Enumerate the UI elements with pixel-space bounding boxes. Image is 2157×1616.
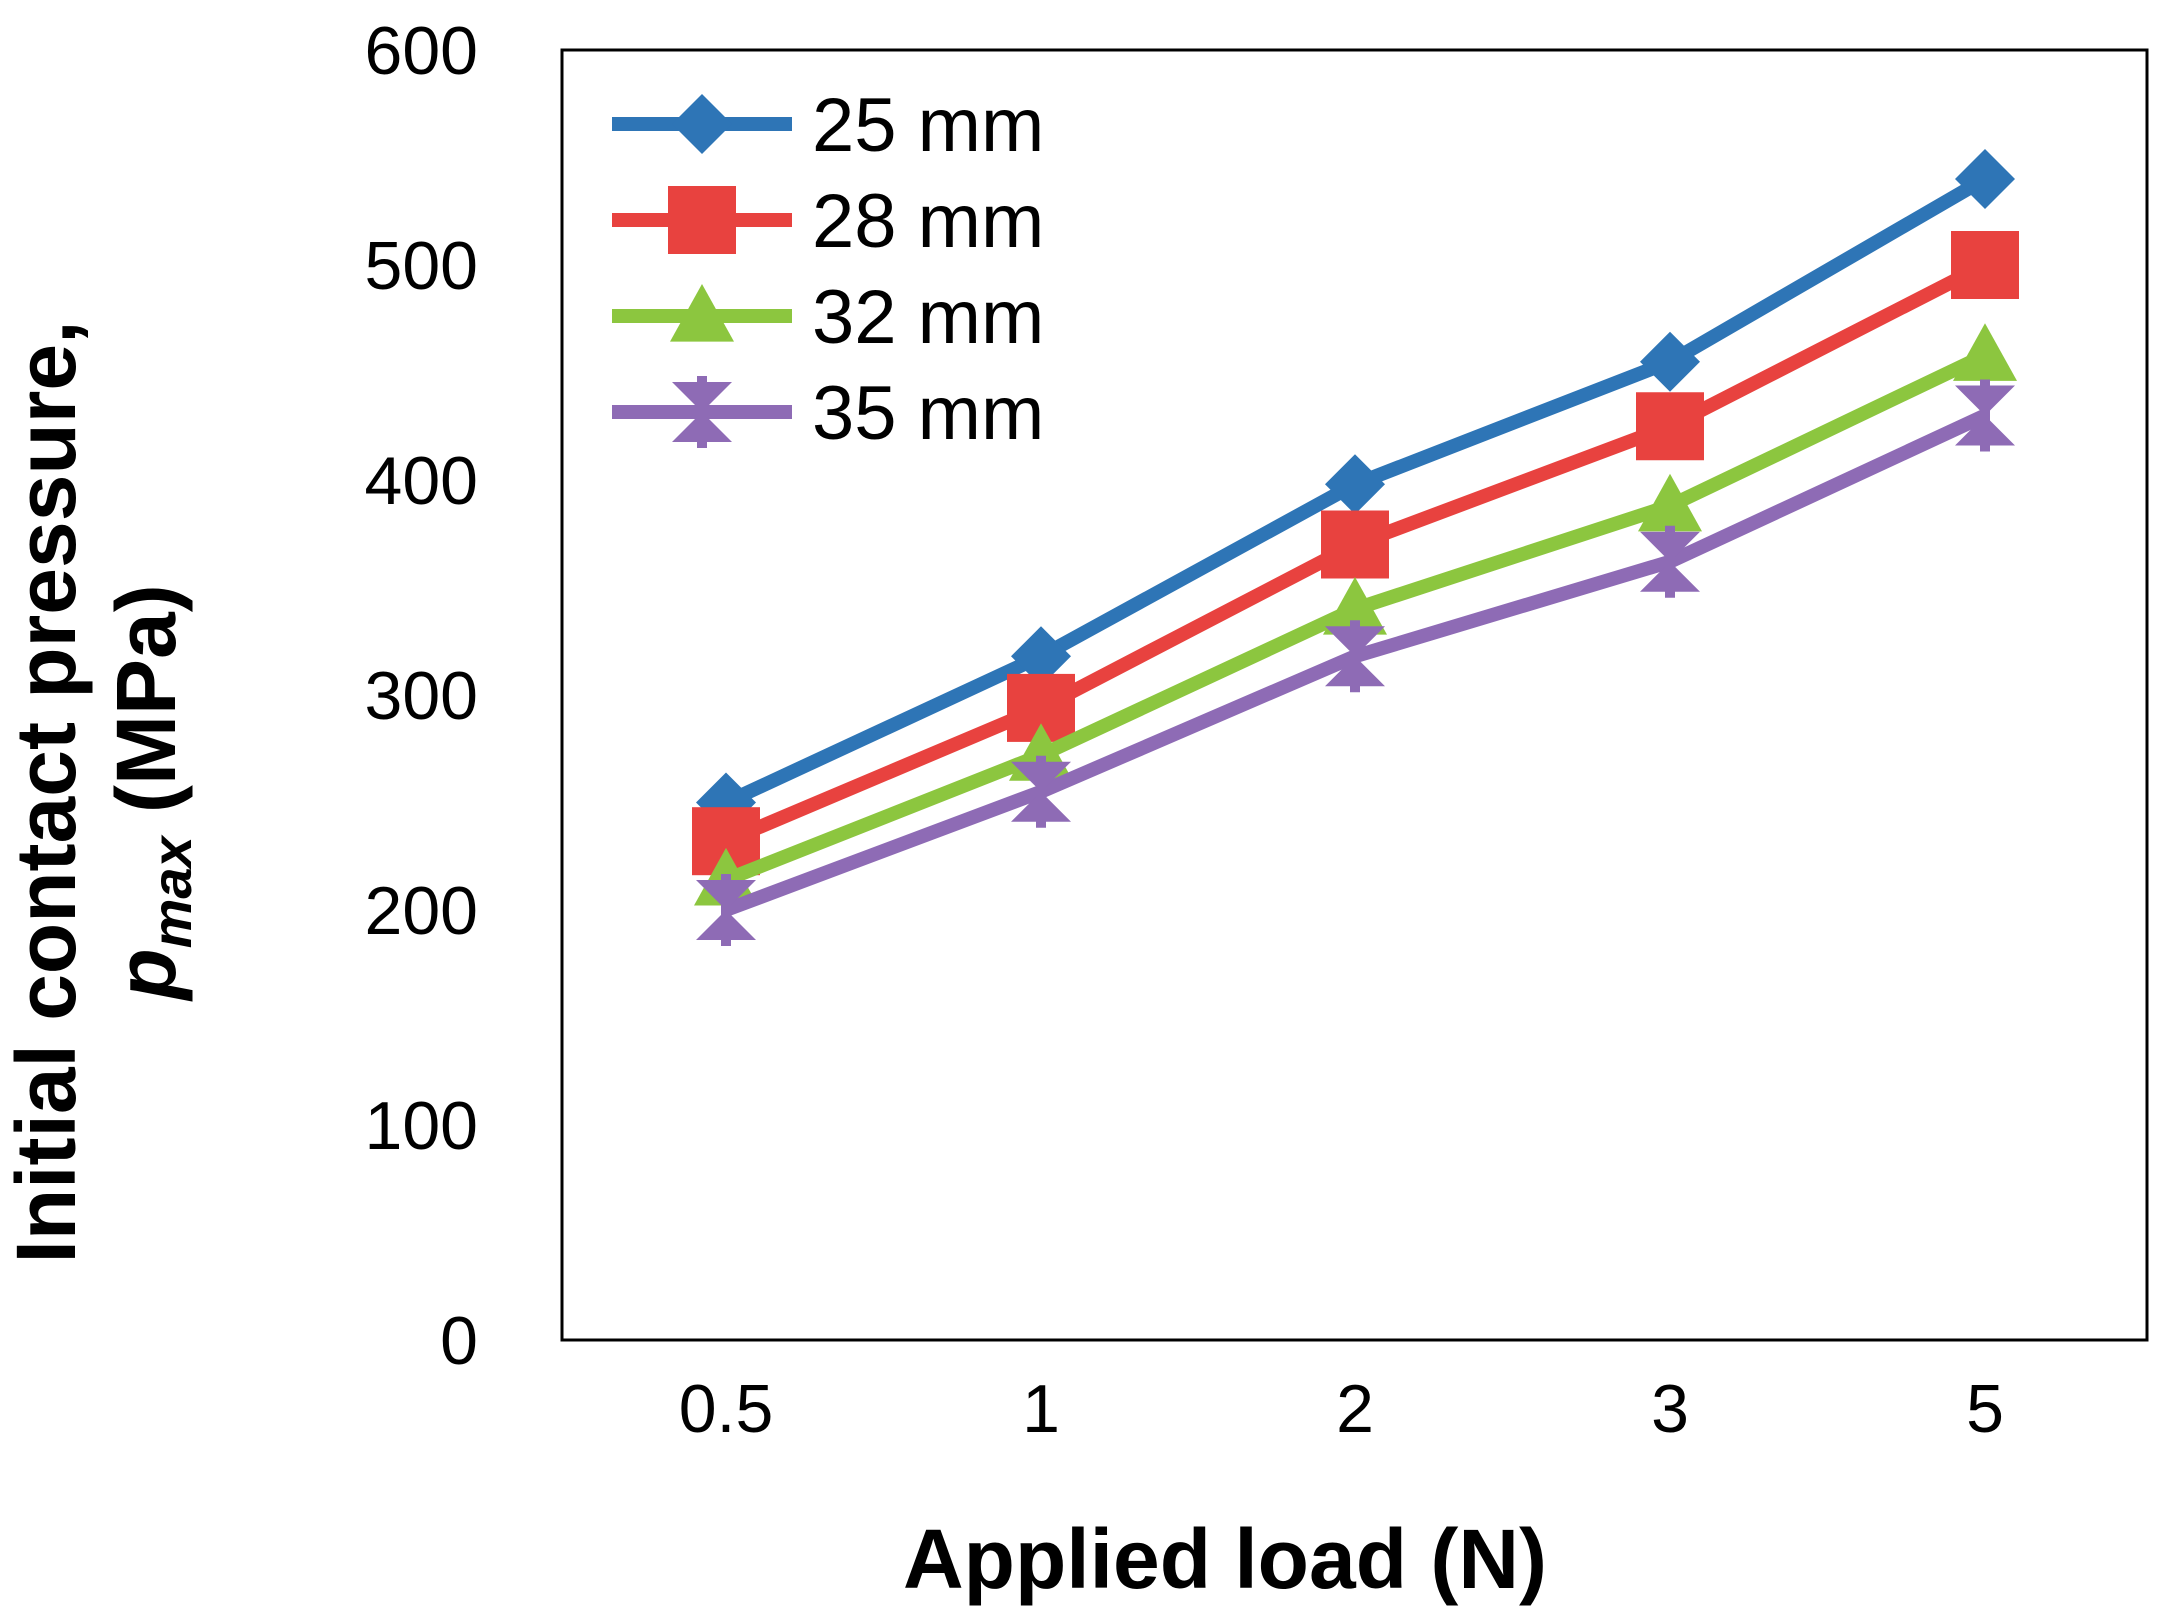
x-tick-label: 1 bbox=[1022, 1371, 1060, 1447]
y-tick-label: 300 bbox=[365, 658, 478, 734]
y-tick-label: 400 bbox=[365, 443, 478, 519]
x-tick-label: 0.5 bbox=[679, 1371, 774, 1447]
data-point-square bbox=[1321, 510, 1389, 579]
y-tick-label: 500 bbox=[365, 228, 478, 304]
legend-item: 25 mm bbox=[612, 83, 1044, 168]
data-point-star bbox=[1011, 755, 1071, 828]
data-point-diamond bbox=[1011, 626, 1071, 687]
data-point-star bbox=[696, 874, 756, 946]
legend-marker-square bbox=[668, 186, 736, 254]
plot-area bbox=[560, 48, 2149, 1342]
data-point-triangle bbox=[1323, 577, 1387, 635]
legend-label: 32 mm bbox=[812, 275, 1044, 360]
data-point-star bbox=[1640, 525, 1700, 598]
y-axis-title-subscript: max bbox=[140, 833, 203, 948]
y-tick-label: 100 bbox=[365, 1088, 478, 1164]
legend-marker-diamond bbox=[672, 94, 732, 154]
data-point-square bbox=[1636, 392, 1704, 461]
x-tick-label: 2 bbox=[1336, 1371, 1374, 1447]
legend-item: 32 mm bbox=[612, 275, 1044, 360]
legend-item: 28 mm bbox=[612, 179, 1044, 264]
y-axis-title-line2: pmax (MPa) bbox=[99, 584, 203, 1001]
y-axis-title-line1: Initial contact pressure, bbox=[0, 321, 93, 1264]
series-1 bbox=[692, 231, 2019, 876]
data-point-star bbox=[1325, 620, 1385, 693]
data-point-diamond bbox=[1640, 331, 1700, 392]
series-3 bbox=[696, 379, 2015, 946]
x-axis-title: Applied load (N) bbox=[903, 1512, 1547, 1606]
legend-label: 25 mm bbox=[812, 83, 1044, 168]
data-point-diamond bbox=[1325, 454, 1385, 515]
y-axis-title: Initial contact pressure, pmax (MPa) bbox=[0, 321, 203, 1264]
y-axis-title-p: p bbox=[99, 948, 193, 1001]
y-tick-label: 600 bbox=[365, 13, 478, 89]
legend-item: 35 mm bbox=[612, 371, 1044, 456]
legend-label: 35 mm bbox=[812, 371, 1044, 456]
data-point-triangle bbox=[1638, 473, 1702, 532]
y-axis-title-unit: (MPa) bbox=[99, 584, 193, 836]
legend-marker-star bbox=[672, 376, 732, 448]
data-point-triangle bbox=[1953, 323, 2017, 381]
legend-marker-triangle bbox=[670, 284, 734, 342]
y-tick-label: 200 bbox=[365, 873, 478, 949]
legend-label: 28 mm bbox=[812, 179, 1044, 264]
x-tick-label: 5 bbox=[1966, 1371, 2004, 1447]
data-point-star bbox=[1955, 379, 2015, 452]
x-axis-ticks: 0.5 1 2 3 5 bbox=[679, 1371, 2004, 1447]
x-tick-label: 3 bbox=[1651, 1371, 1689, 1447]
data-point-diamond bbox=[1955, 149, 2015, 209]
y-tick-label: 0 bbox=[440, 1303, 478, 1379]
y-axis-ticks: 0 100 200 300 400 500 600 bbox=[365, 13, 478, 1379]
series-layer bbox=[692, 149, 2019, 946]
legend: 25 mm 28 mm 32 mm 35 mm bbox=[612, 83, 1044, 456]
data-point-square bbox=[1951, 231, 2019, 299]
